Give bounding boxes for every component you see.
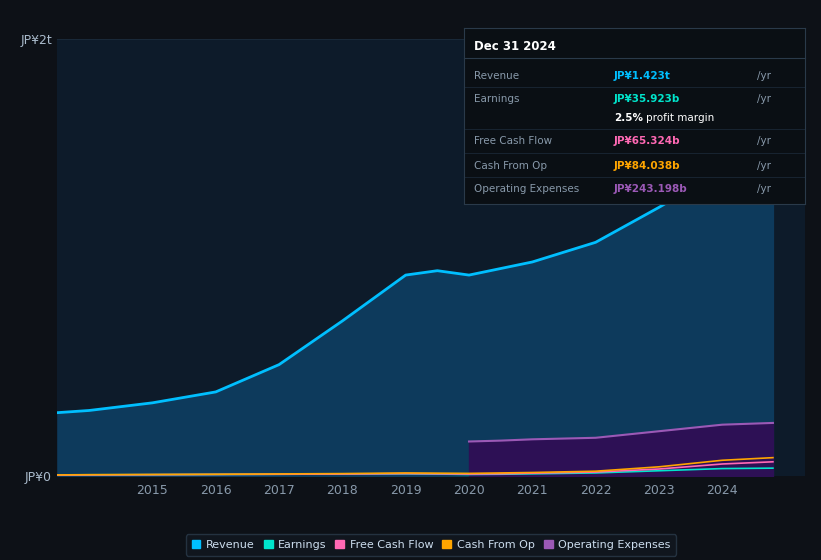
Text: Dec 31 2024: Dec 31 2024	[474, 40, 556, 53]
Text: Cash From Op: Cash From Op	[474, 161, 547, 171]
Legend: Revenue, Earnings, Free Cash Flow, Cash From Op, Operating Expenses: Revenue, Earnings, Free Cash Flow, Cash …	[186, 534, 676, 556]
Text: Earnings: Earnings	[474, 94, 520, 104]
Text: Revenue: Revenue	[474, 71, 519, 81]
Text: /yr: /yr	[757, 94, 771, 104]
Text: Operating Expenses: Operating Expenses	[474, 184, 580, 194]
Text: /yr: /yr	[757, 184, 771, 194]
Text: JP¥35.923b: JP¥35.923b	[614, 94, 680, 104]
Text: profit margin: profit margin	[646, 113, 714, 123]
Text: JP¥65.324b: JP¥65.324b	[614, 136, 681, 146]
Text: Free Cash Flow: Free Cash Flow	[474, 136, 553, 146]
Text: /yr: /yr	[757, 136, 771, 146]
Text: 2.5%: 2.5%	[614, 113, 643, 123]
Text: JP¥243.198b: JP¥243.198b	[614, 184, 687, 194]
Text: /yr: /yr	[757, 161, 771, 171]
Text: /yr: /yr	[757, 71, 771, 81]
Text: JP¥84.038b: JP¥84.038b	[614, 161, 681, 171]
Text: JP¥1.423t: JP¥1.423t	[614, 71, 671, 81]
